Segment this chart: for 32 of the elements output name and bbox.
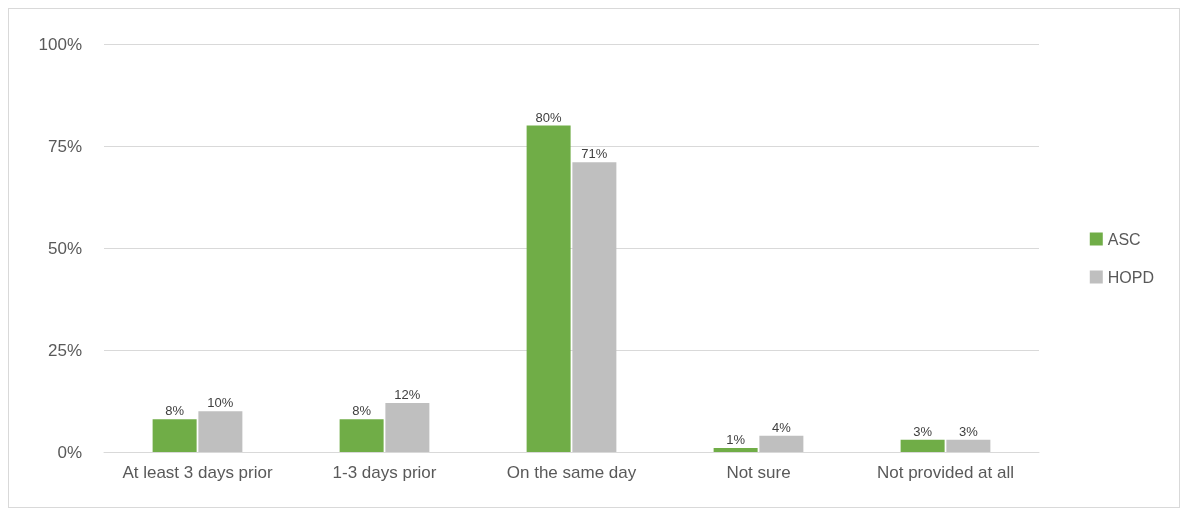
y-tick-label: 25% xyxy=(47,340,82,360)
bar xyxy=(198,411,243,452)
legend-label: ASC xyxy=(1107,230,1141,248)
data-label: 10% xyxy=(207,395,234,411)
y-tick-label: 100% xyxy=(38,34,82,54)
bar xyxy=(385,403,430,452)
bar xyxy=(759,435,804,452)
bar xyxy=(946,439,991,452)
data-label: 1% xyxy=(726,431,746,447)
data-label: 8% xyxy=(165,403,185,419)
bar xyxy=(900,439,945,452)
data-label: 12% xyxy=(394,387,421,403)
x-tick-label: On the same day xyxy=(506,463,637,482)
data-label: 80% xyxy=(535,109,563,125)
data-label: 71% xyxy=(581,146,608,162)
data-label: 8% xyxy=(352,403,372,419)
bar xyxy=(152,419,197,452)
x-tick-label: Not sure xyxy=(726,463,791,482)
x-tick-label: 1-3 days prior xyxy=(332,463,437,482)
x-tick-label: Not provided at all xyxy=(876,463,1015,482)
data-label: 4% xyxy=(771,419,792,435)
bar xyxy=(713,447,758,452)
x-tick-label: At least 3 days prior xyxy=(122,463,273,482)
data-label: 3% xyxy=(913,423,933,439)
bar xyxy=(526,125,571,452)
legend-label: HOPD xyxy=(1107,268,1155,286)
y-tick-label: 50% xyxy=(47,238,82,258)
y-tick-label: 75% xyxy=(47,136,82,156)
data-label: 3% xyxy=(958,423,979,439)
bar xyxy=(339,419,384,452)
bar xyxy=(572,162,617,452)
y-tick-label: 0% xyxy=(57,442,82,462)
